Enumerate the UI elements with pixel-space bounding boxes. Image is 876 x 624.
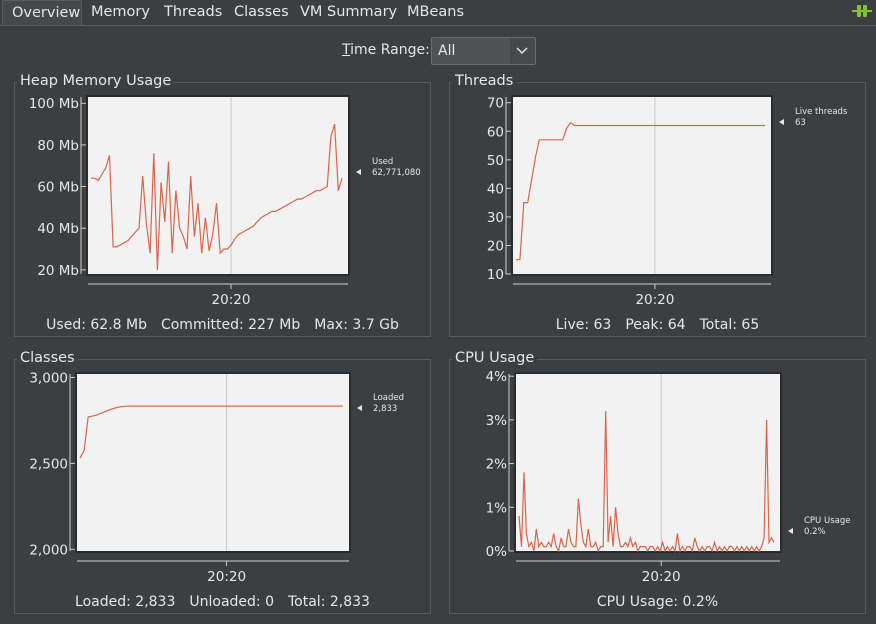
threads-peak: Peak: 64 [625,317,686,333]
heap-legend-label: Used [372,157,393,167]
cpu-usage-panel [449,359,866,614]
chevron-down-icon [516,47,528,55]
classes-legend-label: Loaded [373,393,404,403]
tab-mbeans[interactable]: MBeans [407,4,465,20]
heap-used: Used: 62.8 Mb [46,317,147,333]
cpu-legend-label: CPU Usage [804,516,850,526]
classes-legend-value: 2,833 [373,404,397,414]
heap-committed: Committed: 227 Mb [160,317,301,333]
tab-bar: Overview Memory Threads Classes VM Summa… [0,0,876,25]
classes-summary: Loaded: 2,833 Unloaded: 0 Total: 2,833 [14,594,431,610]
heap-y-tick-label: 60 Mb [37,180,79,196]
classes-legend-marker [357,405,362,411]
threads-y-tick-label: 30 [487,210,504,226]
heap-memory-chart: 20:20 100 Mb 80 Mb 60 Mb 40 Mb 20 Mb Used62,77… [29,95,421,308]
classes-title: Classes [17,350,78,366]
threads-legend-label: Live threads [795,107,848,117]
classes-series-line [79,405,343,459]
heap-x-tick-label: 20:20 [212,292,251,308]
heap-memory-panel [14,82,431,337]
time-range-label: Time Range: [342,42,430,58]
cpu-x-tick-label: 20:20 [642,569,681,585]
cpu-plot-area [516,374,780,551]
threads-panel [449,82,866,337]
classes-x-tick-label: 20:20 [207,569,246,585]
cpu-y-tick-label: 1% [486,500,508,516]
tab-classes[interactable]: Classes [234,4,289,20]
threads-y-tick-label: 20 [487,238,504,254]
heap-y-tick-label: 20 Mb [37,263,79,279]
cpu-y-tick-label: 3% [486,413,508,429]
classes-y-tick-label: 3,000 [29,370,68,386]
threads-y-tick-label: 10 [487,267,504,283]
threads-plot-area [513,97,771,274]
cpu-y-tick-label: 0% [486,544,508,560]
heap-legend-marker [356,169,361,175]
heap-y-tick-label: 40 Mb [37,221,79,237]
classes-total: Total: 2,833 [288,594,370,610]
threads-x-tick-label: 20:20 [635,292,674,308]
classes-y-tick-label: 2,000 [29,542,68,558]
tab-memory[interactable]: Memory [91,4,150,20]
heap-max: Max: 3.7 Gb [314,317,399,333]
heap-series-line [91,123,343,270]
threads-total: Total: 65 [699,317,760,333]
tab-vm-summary[interactable]: VM Summary [300,4,398,20]
threads-series-line [516,121,765,261]
threads-y-tick-label: 40 [487,181,504,197]
threads-y-tick-label: 50 [487,153,504,169]
threads-legend-marker [779,119,784,125]
cpu-usage-title: CPU Usage [452,350,538,366]
heap-y-tick-label: 100 Mb [29,96,79,112]
cpu-legend-value: 0.2% [804,527,826,537]
tab-overview[interactable]: Overview [2,0,82,25]
heap-legend-value: 62,771,080 [372,168,421,178]
cpu-series-line [518,411,775,553]
time-range-value: All [432,38,510,64]
cpu-legend-marker [788,528,793,534]
heap-y-tick-label: 80 Mb [37,138,79,154]
classes-loaded: Loaded: 2,833 [75,594,176,610]
cpu-y-tick-label: 2% [486,457,508,473]
connection-status-icon [852,5,872,17]
heap-memory-title: Heap Memory Usage [17,73,175,89]
heap-summary: Used: 62.8 Mb Committed: 227 Mb Max: 3.7 G… [14,317,431,333]
threads-title: Threads [452,73,517,89]
classes-y-tick-label: 2,500 [29,456,68,472]
classes-unloaded: Unloaded: 0 [189,594,274,610]
threads-legend-value: 63 [795,118,806,128]
classes-plot-area [77,374,349,551]
classes-panel [14,359,431,614]
cpu-summary: CPU Usage: 0.2% [449,594,866,610]
heap-plot-area [88,97,348,274]
time-range-select[interactable]: All [431,37,536,65]
cpu-y-tick-label: 4% [486,369,508,385]
threads-live: Live: 63 [555,317,612,333]
threads-y-tick-label: 70 [487,96,504,112]
tab-threads[interactable]: Threads [164,4,223,20]
threads-y-tick-label: 60 [487,124,504,140]
threads-summary: Live: 63 Peak: 64 Total: 65 [449,317,866,333]
cpu-usage-value: CPU Usage: 0.2% [596,594,719,610]
